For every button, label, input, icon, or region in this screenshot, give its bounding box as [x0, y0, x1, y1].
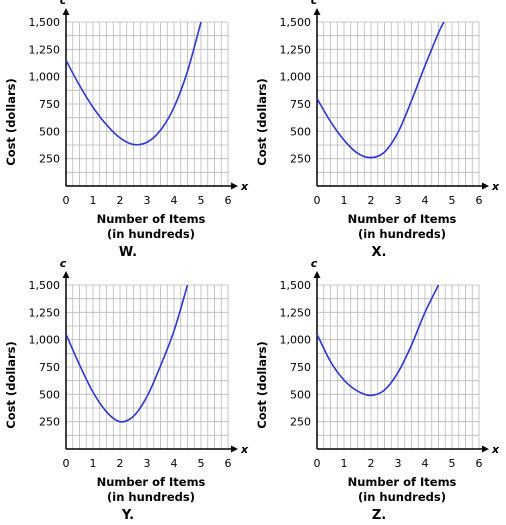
x-tick-label: 3 [395, 194, 402, 207]
y-tick-label: 500 [39, 388, 60, 401]
y-tick-label: 750 [290, 361, 311, 374]
y-axis-letter: c [60, 0, 67, 7]
y-axis-letter: c [311, 0, 318, 7]
x-tick-label: 0 [314, 457, 321, 470]
y-tick-label: 1,000 [29, 334, 61, 347]
y-tick-label: 250 [39, 416, 60, 429]
x-tick-label: 1 [90, 194, 97, 207]
x-tick-label: 5 [449, 457, 456, 470]
x-tick-label: 3 [144, 194, 151, 207]
x-tick-label: 6 [225, 457, 232, 470]
x-axis-subtitle: (in hundreds) [358, 490, 446, 504]
y-tick-label: 1,250 [280, 43, 312, 56]
y-tick-label: 1,000 [29, 71, 61, 84]
grid-lines [317, 284, 480, 449]
y-axis-letter: c [60, 257, 67, 270]
grid-lines [66, 21, 229, 186]
x-axis-subtitle: (in hundreds) [107, 227, 195, 241]
x-axis-arrow-icon [231, 182, 238, 190]
y-tick-label: 1,000 [280, 334, 312, 347]
x-tick-label: 2 [117, 194, 124, 207]
x-tick-label: 5 [198, 457, 205, 470]
y-axis-title: Cost (dollars) [4, 341, 18, 429]
y-axis-letter: c [311, 257, 318, 270]
y-tick-label: 750 [39, 361, 60, 374]
x-axis-arrow-icon [482, 445, 489, 453]
x-axis-subtitle: (in hundreds) [358, 227, 446, 241]
x-axis-title: Number of Items [97, 475, 206, 489]
x-tick-label: 0 [63, 457, 70, 470]
y-tick-label: 1,500 [280, 16, 312, 29]
x-tick-label: 4 [422, 457, 429, 470]
x-tick-label: 1 [341, 457, 348, 470]
chart-panel-y: x c 0 1 2 3 4 5 6 250 500 750 1,000 1,250 1,500 Number … [4, 257, 249, 523]
y-tick-label: 500 [290, 125, 311, 138]
y-axis-arrow-icon [62, 271, 70, 278]
cost-curve [65, 21, 202, 146]
y-axis-arrow-icon [313, 271, 321, 278]
x-tick-label: 4 [422, 194, 429, 207]
y-tick-label: 500 [39, 125, 60, 138]
x-axis-title: Number of Items [348, 212, 457, 226]
y-tick-label: 250 [290, 153, 311, 166]
x-axis-letter: x [491, 443, 500, 456]
x-tick-label: 4 [171, 194, 178, 207]
y-axis-arrow-icon [62, 8, 70, 15]
x-axis-arrow-icon [482, 182, 489, 190]
x-axis-title: Number of Items [348, 475, 457, 489]
panel-label: W. [119, 245, 137, 260]
cost-curve [316, 284, 440, 397]
y-axis-arrow-icon [313, 8, 321, 15]
x-tick-label: 0 [63, 194, 70, 207]
y-axis-title: Cost (dollars) [255, 78, 269, 166]
y-tick-label: 750 [290, 98, 311, 111]
cost-curve [65, 284, 189, 423]
x-tick-label: 5 [198, 194, 205, 207]
panel-label: Z. [372, 508, 386, 523]
x-axis-letter: x [240, 180, 249, 193]
y-tick-label: 1,500 [280, 279, 312, 292]
y-axis-title: Cost (dollars) [4, 78, 18, 166]
y-tick-label: 1,500 [29, 279, 61, 292]
chart-panel-x: x c 0 1 2 3 4 5 6 250 500 750 1,000 1,250 1,500 Number … [255, 0, 500, 260]
x-tick-label: 6 [225, 194, 232, 207]
x-axis-letter: x [240, 443, 249, 456]
cost-curve [316, 21, 445, 159]
x-tick-label: 3 [395, 457, 402, 470]
y-tick-label: 1,250 [280, 306, 312, 319]
x-axis-arrow-icon [231, 445, 238, 453]
y-tick-label: 1,250 [29, 306, 61, 319]
x-tick-label: 0 [314, 194, 321, 207]
y-tick-label: 1,250 [29, 43, 61, 56]
x-tick-label: 1 [341, 194, 348, 207]
x-tick-label: 4 [171, 457, 178, 470]
y-tick-label: 1,000 [280, 71, 312, 84]
y-axis-title: Cost (dollars) [255, 341, 269, 429]
y-tick-label: 500 [290, 388, 311, 401]
grid-lines [66, 284, 229, 449]
x-axis-subtitle: (in hundreds) [107, 490, 195, 504]
x-tick-label: 2 [368, 457, 375, 470]
x-axis-letter: x [491, 180, 500, 193]
x-tick-label: 6 [476, 194, 483, 207]
x-tick-label: 5 [449, 194, 456, 207]
y-tick-label: 750 [39, 98, 60, 111]
y-tick-label: 1,500 [29, 16, 61, 29]
panel-label: Y. [121, 508, 134, 523]
y-tick-label: 250 [290, 416, 311, 429]
grid-lines [317, 21, 480, 186]
y-tick-label: 250 [39, 153, 60, 166]
x-tick-label: 6 [476, 457, 483, 470]
chart-panel-w: x c 0 1 2 3 4 5 6 250 500 750 1,000 1,250 1,500 Number … [4, 0, 249, 260]
x-tick-label: 2 [117, 457, 124, 470]
x-tick-label: 2 [368, 194, 375, 207]
x-tick-label: 1 [90, 457, 97, 470]
panel-label: X. [372, 245, 387, 260]
chart-panel-z: x c 0 1 2 3 4 5 6 250 500 750 1,000 1,250 1,500 Number … [255, 257, 500, 523]
x-axis-title: Number of Items [97, 212, 206, 226]
x-tick-label: 3 [144, 457, 151, 470]
